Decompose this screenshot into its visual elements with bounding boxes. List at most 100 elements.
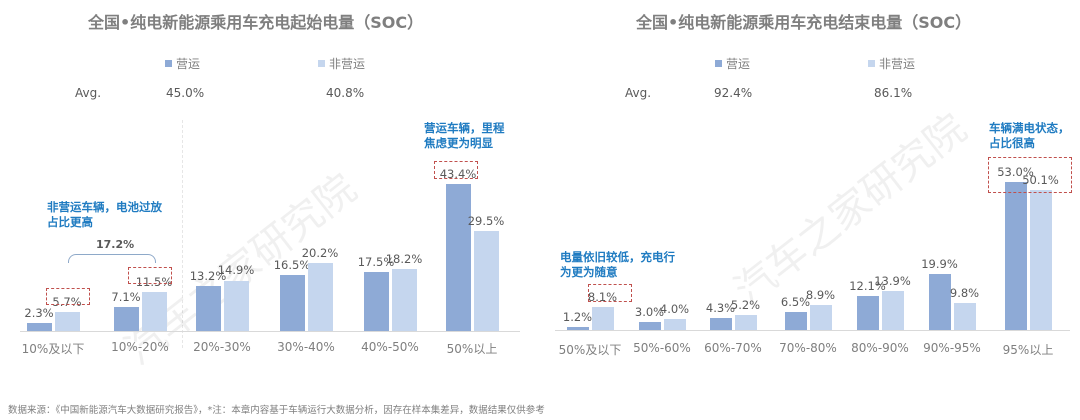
bar-value-label: 29.5%	[467, 213, 505, 228]
legend-label: 非营运	[329, 57, 366, 71]
bar-non-operating	[1029, 189, 1052, 330]
x-axis-tick-label: 40%-50%	[361, 340, 419, 354]
highlight-box	[588, 284, 632, 302]
bar-value-label: 13.9%	[874, 274, 911, 289]
left-brace-icon	[68, 254, 156, 263]
x-axis-tick-label: 80%-90%	[851, 341, 909, 355]
right-avg-non-operating: 86.1%	[874, 86, 913, 100]
bar-non-operating	[391, 269, 417, 331]
left-divider	[182, 120, 183, 348]
highlight-box	[46, 288, 90, 305]
legend-swatch-icon	[318, 60, 325, 67]
bar-value-label: 7.1%	[111, 289, 141, 304]
right-legend-operating: 营运	[715, 55, 750, 72]
bar-non-operating	[141, 292, 167, 331]
bar-value-label: 6.5%	[780, 294, 811, 309]
note-line: 焦虑更为明显	[424, 136, 493, 150]
bar-non-operating	[591, 307, 614, 330]
x-axis-tick-label: 10%-20%	[111, 340, 169, 354]
bar-value-label: 43.4%	[439, 166, 477, 181]
x-axis-tick-label: 95%以上	[1002, 343, 1054, 357]
left-x-axis	[20, 331, 520, 332]
bar-non-operating	[734, 315, 757, 330]
bar-operating	[856, 296, 879, 330]
right-chart-title: 全国•纯电新能源乘用车充电结束电量（SOC）	[636, 13, 972, 32]
x-axis-tick-label: 60%-70%	[704, 341, 762, 355]
bar-value-label: 11.5%	[135, 275, 173, 289]
bar-value-label: 4.0%	[659, 301, 690, 316]
bar-non-operating	[809, 305, 832, 330]
bar-value-label: 3.0%	[634, 304, 665, 319]
x-axis-tick-label: 50%以上	[446, 342, 498, 356]
left-avg-label: Avg.	[75, 86, 102, 100]
left-note-operating: 营运车辆，里程 焦虑更为明显	[424, 121, 505, 151]
bar-value-label: 13.2%	[189, 269, 227, 284]
x-axis-tick-label: 50%及以下	[558, 343, 622, 357]
bar-operating	[195, 286, 221, 331]
left-x-axis-labels: 10%及以下 10%-20% 20%-30% 30%-40% 40%-50% 50%以上	[20, 340, 520, 360]
left-legend-operating: 营运	[165, 55, 200, 72]
bar-value-label: 20.2%	[301, 245, 339, 260]
left-avg-non-operating: 40.8%	[326, 86, 365, 100]
bar-non-operating	[473, 231, 499, 331]
bar-operating	[279, 275, 305, 331]
left-chart-title: 全国•纯电新能源乘用车充电起始电量（SOC）	[88, 13, 424, 32]
bar-operating	[784, 311, 807, 330]
left-sum-label: 17.2%	[96, 238, 135, 251]
left-legend-non-operating: 非营运	[318, 55, 365, 72]
bar-value-label: 17.5%	[357, 254, 395, 269]
bar-value-label: 8.1%	[587, 290, 618, 305]
x-axis-tick-label: 10%及以下	[21, 342, 85, 356]
highlight-box	[988, 157, 1072, 193]
right-plot-area: 1.2% 8.1% 3.0% 4.0% 4.3% 5.2% 6.5% 8.9% 12.1% 13.…	[555, 120, 1070, 330]
note-line: 车辆满电状态，	[989, 121, 1070, 135]
left-plot-area: 2.3% 5.7% 7.1% 11.5% 13.2% 14.9% 16.5% 20.2% 17.…	[20, 120, 520, 331]
legend-swatch-icon	[715, 60, 722, 67]
bar-operating	[638, 321, 661, 330]
bar-value-label: 9.8%	[949, 285, 980, 300]
bar-operating	[1004, 181, 1027, 330]
note-line: 占比很高	[989, 136, 1035, 150]
legend-label: 营运	[726, 57, 751, 71]
bar-non-operating	[223, 280, 249, 331]
bar-operating	[566, 326, 589, 330]
bar-value-label: 18.2%	[385, 252, 423, 267]
right-x-axis-labels: 50%及以下 50%-60% 60%-70% 70%-80% 80%-90% 90%-95…	[555, 341, 1070, 361]
x-axis-tick-label: 50%-60%	[633, 341, 691, 355]
bar-non-operating	[54, 311, 80, 331]
x-axis-tick-label: 90%-95%	[923, 341, 981, 355]
bar-non-operating	[663, 318, 686, 330]
right-legend-non-operating: 非营运	[868, 55, 915, 72]
bar-value-label: 50.1%	[1022, 172, 1059, 187]
highlight-box	[128, 267, 172, 284]
bar-value-label: 16.5%	[273, 258, 311, 273]
note-line: 非营运车辆，电池过放	[47, 200, 162, 214]
bar-value-label: 5.7%	[52, 294, 82, 309]
bar-value-label: 1.2%	[562, 309, 593, 324]
left-note-non-operating: 非营运车辆，电池过放 占比更高	[47, 200, 162, 230]
note-line: 营运车辆，里程	[424, 121, 505, 135]
bar-value-label: 5.2%	[730, 298, 761, 313]
bar-value-label: 19.9%	[921, 257, 958, 272]
left-avg-operating: 45.0%	[166, 86, 205, 100]
bar-operating	[26, 323, 52, 331]
note-line: 电量依旧较低，充电行	[560, 250, 675, 264]
right-note-full: 车辆满电状态， 占比很高	[989, 121, 1070, 151]
bar-value-label: 8.9%	[805, 288, 836, 303]
bar-non-operating	[307, 262, 333, 331]
legend-label: 营运	[176, 57, 201, 71]
bar-non-operating	[881, 291, 904, 330]
bar-value-label: 53.0%	[997, 164, 1034, 179]
note-line: 占比更高	[47, 215, 93, 229]
right-note-low: 电量依旧较低，充电行 为更为随意	[560, 250, 675, 280]
highlight-box	[434, 161, 478, 179]
right-avg-operating: 92.4%	[714, 86, 753, 100]
bar-non-operating	[953, 302, 976, 330]
bar-operating	[709, 317, 732, 330]
bar-value-label: 12.1%	[849, 279, 886, 294]
bar-operating	[445, 183, 471, 331]
right-x-axis	[555, 330, 1070, 331]
bar-operating	[928, 274, 951, 330]
x-axis-tick-label: 20%-30%	[193, 340, 251, 354]
footer-source: 数据来源：《中国新能源汽车大数据研究报告》，*注：本章内容基于车辆运行大数据分析…	[8, 405, 545, 416]
